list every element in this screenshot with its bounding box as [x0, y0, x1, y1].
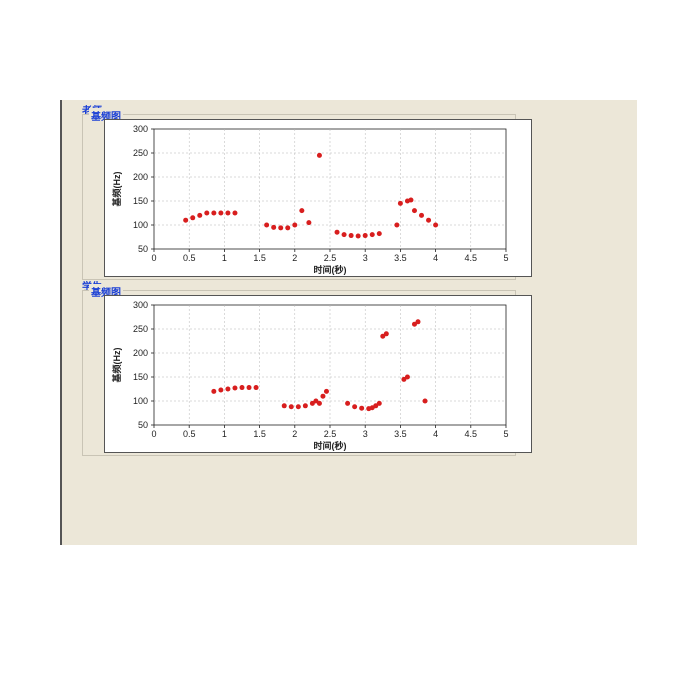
svg-text:0: 0: [151, 253, 156, 263]
svg-text:2.5: 2.5: [324, 253, 337, 263]
svg-text:基频(Hz): 基频(Hz): [111, 348, 122, 384]
svg-text:150: 150: [133, 372, 148, 382]
student-chart-frame: 0 0.5 1 1.5 2 2.5 3 3.5 4 4.5 5 50 100 150 200 250 300 时间…: [104, 295, 532, 453]
svg-text:50: 50: [138, 420, 148, 430]
svg-text:200: 200: [133, 348, 148, 358]
svg-text:1.5: 1.5: [253, 429, 266, 439]
svg-text:1.5: 1.5: [253, 253, 266, 263]
svg-text:100: 100: [133, 396, 148, 406]
svg-text:3: 3: [363, 253, 368, 263]
svg-text:4: 4: [433, 429, 438, 439]
svg-text:0.5: 0.5: [183, 429, 196, 439]
svg-text:基频(Hz): 基频(Hz): [111, 172, 122, 208]
teacher-chart: 0 0.5 1 1.5 2 2.5 3 3.5 4 4.5 5 50 100 150 200 250 300 时间…: [105, 120, 531, 276]
svg-text:1: 1: [222, 429, 227, 439]
svg-text:2.5: 2.5: [324, 429, 337, 439]
teacher-panel: 基频图 00.511.522.533.544.55501001502002503…: [82, 114, 516, 280]
svg-text:3: 3: [363, 429, 368, 439]
svg-text:200: 200: [133, 172, 148, 182]
svg-text:300: 300: [133, 300, 148, 310]
student-panel: 基频图 00.511.522.533.544.55501001502002503…: [82, 290, 516, 456]
svg-text:4.5: 4.5: [465, 429, 478, 439]
svg-text:时间(秒): 时间(秒): [314, 264, 347, 275]
svg-text:4.5: 4.5: [465, 253, 478, 263]
svg-text:3.5: 3.5: [394, 429, 407, 439]
svg-text:150: 150: [133, 196, 148, 206]
teacher-chart-frame: 0 0.5 1 1.5 2 2.5 3 3.5 4 4.5 5 50 100 150 200 250 300 时间…: [104, 119, 532, 277]
svg-text:5: 5: [503, 253, 508, 263]
svg-text:50: 50: [138, 244, 148, 254]
svg-text:250: 250: [133, 148, 148, 158]
svg-text:250: 250: [133, 324, 148, 334]
svg-text:100: 100: [133, 220, 148, 230]
svg-text:5: 5: [503, 429, 508, 439]
svg-text:2: 2: [292, 429, 297, 439]
svg-text:0: 0: [151, 429, 156, 439]
svg-text:300: 300: [133, 124, 148, 134]
student-chart: 0 0.5 1 1.5 2 2.5 3 3.5 4 4.5 5 50 100 150 200 250 300 时间…: [105, 296, 531, 452]
svg-text:1: 1: [222, 253, 227, 263]
svg-text:4: 4: [433, 253, 438, 263]
svg-text:3.5: 3.5: [394, 253, 407, 263]
svg-text:时间(秒): 时间(秒): [314, 440, 347, 451]
svg-text:2: 2: [292, 253, 297, 263]
svg-text:0.5: 0.5: [183, 253, 196, 263]
app-background: 老师 基频图 00.511.522.533.544.55501001502002…: [60, 100, 637, 545]
